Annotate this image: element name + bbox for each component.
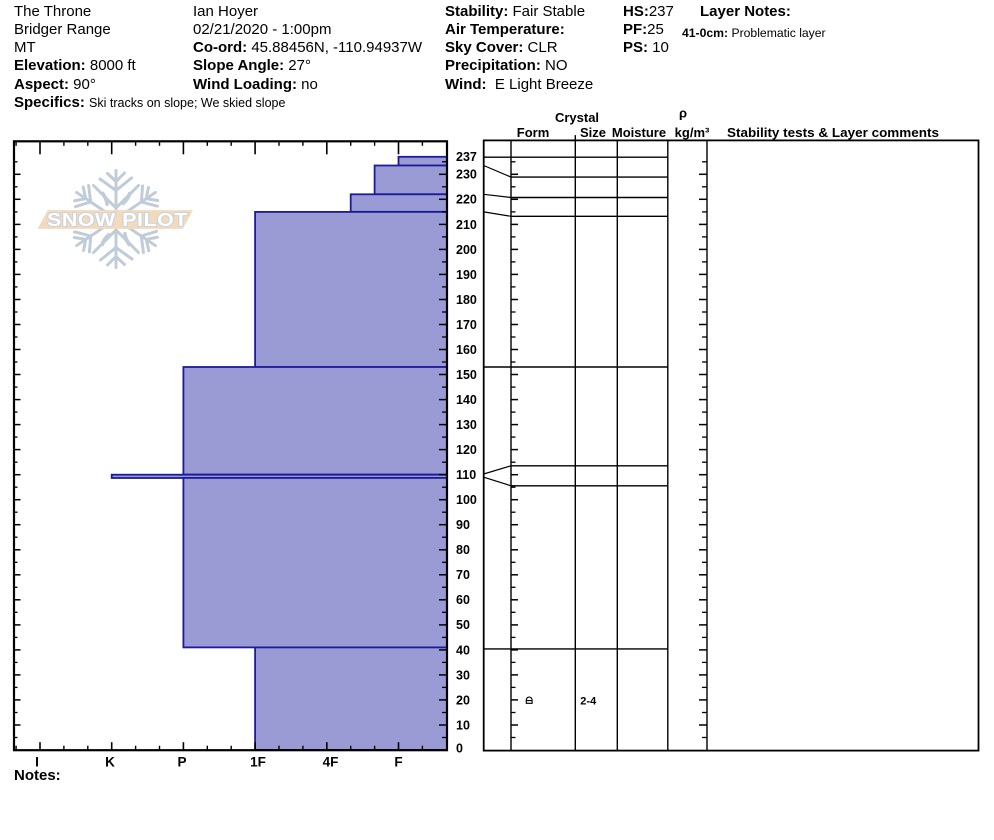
svg-text:20: 20 bbox=[456, 693, 470, 707]
svg-text:150: 150 bbox=[456, 368, 477, 382]
svg-text:kg/m³: kg/m³ bbox=[675, 125, 710, 140]
svg-text:100: 100 bbox=[456, 493, 477, 507]
svg-text:Form: Form bbox=[517, 125, 550, 140]
svg-text:1F: 1F bbox=[250, 755, 266, 770]
svg-text:ρ: ρ bbox=[679, 106, 687, 121]
svg-text:90: 90 bbox=[456, 518, 470, 532]
svg-text:190: 190 bbox=[456, 268, 477, 282]
svg-text:180: 180 bbox=[456, 293, 477, 307]
svg-text:60: 60 bbox=[456, 593, 470, 607]
svg-text:2-4: 2-4 bbox=[580, 695, 597, 707]
svg-text:4F: 4F bbox=[323, 755, 339, 770]
svg-text:80: 80 bbox=[456, 543, 470, 557]
svg-text:10: 10 bbox=[456, 718, 470, 732]
svg-text:110: 110 bbox=[456, 468, 476, 482]
svg-text:200: 200 bbox=[456, 243, 477, 257]
svg-text:140: 140 bbox=[456, 393, 477, 407]
svg-text:0: 0 bbox=[456, 742, 463, 756]
svg-text:Moisture: Moisture bbox=[612, 125, 666, 140]
svg-text:130: 130 bbox=[456, 418, 477, 432]
svg-text:70: 70 bbox=[456, 568, 470, 582]
svg-text:40: 40 bbox=[456, 643, 470, 657]
svg-text:30: 30 bbox=[456, 668, 470, 682]
svg-text:K: K bbox=[105, 755, 115, 770]
svg-text:220: 220 bbox=[456, 193, 477, 207]
svg-text:P: P bbox=[177, 755, 186, 770]
svg-text:237: 237 bbox=[456, 150, 477, 164]
svg-text:Stability tests & Layer commen: Stability tests & Layer comments bbox=[727, 125, 939, 140]
svg-text:F: F bbox=[394, 755, 402, 770]
svg-text:SNOW PILOT: SNOW PILOT bbox=[47, 209, 188, 230]
svg-text:50: 50 bbox=[456, 618, 470, 632]
svg-text:Crystal: Crystal bbox=[555, 110, 599, 125]
svg-text:Size: Size bbox=[580, 125, 606, 140]
svg-text:120: 120 bbox=[456, 443, 477, 457]
svg-text:160: 160 bbox=[456, 343, 477, 357]
svg-text:I: I bbox=[35, 755, 39, 770]
svg-text:170: 170 bbox=[456, 318, 477, 332]
svg-text:230: 230 bbox=[456, 168, 477, 182]
svg-text:210: 210 bbox=[456, 218, 477, 232]
